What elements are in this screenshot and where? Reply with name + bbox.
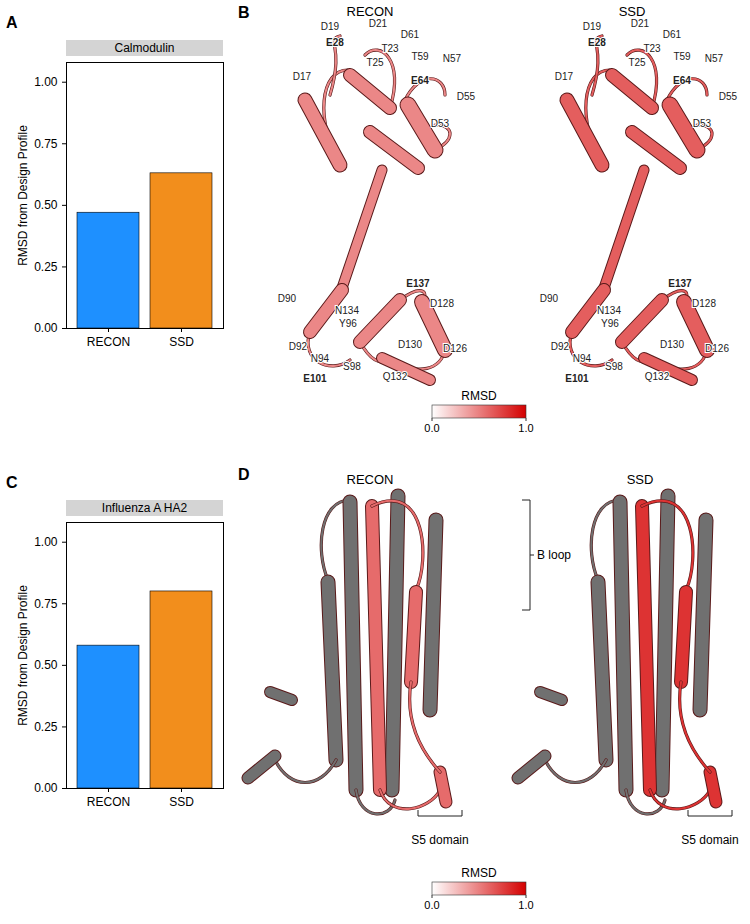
svg-text:D92: D92 [289,341,308,352]
svg-text:T59: T59 [673,51,691,62]
svg-text:D92: D92 [551,341,570,352]
svg-text:0.0: 0.0 [424,422,439,434]
svg-text:N57: N57 [705,53,724,64]
svg-text:N57: N57 [443,53,462,64]
svg-text:SSD: SSD [619,4,646,19]
svg-text:SSD: SSD [169,335,194,349]
svg-text:SSD: SSD [169,795,194,809]
svg-text:D126: D126 [705,343,729,354]
svg-text:1.0: 1.0 [518,422,533,434]
html-text:C: C [6,474,18,491]
svg-text:0.00: 0.00 [34,781,58,795]
svg-text:D55: D55 [457,91,476,102]
svg-text:E101: E101 [565,373,589,384]
svg-text:Q132: Q132 [645,371,670,382]
svg-text:N134: N134 [597,305,621,316]
svg-text:D53: D53 [693,118,712,129]
svg-text:D17: D17 [293,71,312,82]
svg-text:D90: D90 [278,293,297,304]
svg-text:D128: D128 [692,298,716,309]
svg-text:D126: D126 [443,343,467,354]
svg-text:D61: D61 [401,29,420,40]
svg-text:T59: T59 [411,51,429,62]
svg-text:SSD: SSD [627,472,654,487]
html-text:Influenza A HA2: Influenza A HA2 [101,501,188,515]
svg-text:T23: T23 [381,43,399,54]
svg-text:D55: D55 [719,91,738,102]
svg-text:D19: D19 [321,21,340,32]
html-text:D: D [238,466,250,483]
svg-text:T23: T23 [643,43,661,54]
svg-text:Q132: Q132 [383,371,408,382]
svg-text:E101: E101 [303,373,327,384]
svg-text:RMSD: RMSD [461,389,497,403]
svg-text:RMSD: RMSD [461,866,497,880]
svg-text:Y96: Y96 [601,318,619,329]
svg-text:N94: N94 [311,353,330,364]
svg-text:T25: T25 [366,57,384,68]
svg-text:N134: N134 [335,305,359,316]
svg-text:S98: S98 [343,361,361,372]
svg-text:1.00: 1.00 [34,535,58,549]
svg-text:D130: D130 [660,339,684,350]
svg-text:RMSD from Design Profile: RMSD from Design Profile [16,585,30,726]
svg-text:RECON: RECON [347,472,394,487]
svg-text:E137: E137 [406,278,430,289]
svg-text:0.75: 0.75 [34,597,58,611]
svg-text:D19: D19 [583,21,602,32]
html-text:A: A [6,14,18,31]
svg-text:0.75: 0.75 [34,137,58,151]
svg-text:N94: N94 [573,353,592,364]
svg-text:RECON: RECON [87,795,130,809]
svg-text:E28: E28 [588,37,606,48]
svg-text:E137: E137 [668,278,692,289]
html-text:Calmodulin: Calmodulin [114,41,175,55]
svg-text:0.25: 0.25 [34,720,58,734]
svg-text:T25: T25 [628,57,646,68]
svg-text:1.0: 1.0 [518,899,533,911]
svg-text:B loop: B loop [537,548,571,562]
svg-text:1.00: 1.00 [34,75,58,89]
svg-text:D61: D61 [663,29,682,40]
svg-text:D21: D21 [369,18,388,29]
html-text:B: B [238,4,250,21]
svg-text:RECON: RECON [87,335,130,349]
svg-text:D21: D21 [631,18,650,29]
svg-text:0.25: 0.25 [34,260,58,274]
svg-text:D128: D128 [430,298,454,309]
svg-text:D130: D130 [398,339,422,350]
svg-text:D17: D17 [555,71,574,82]
svg-text:RMSD from Design Profile: RMSD from Design Profile [16,125,30,266]
svg-text:S5 domain: S5 domain [411,833,468,847]
svg-text:RECON: RECON [347,4,394,19]
svg-text:S98: S98 [605,361,623,372]
svg-text:0.0: 0.0 [424,899,439,911]
svg-text:E64: E64 [673,75,691,86]
svg-text:0.50: 0.50 [34,658,58,672]
svg-text:0.00: 0.00 [34,321,58,335]
svg-text:E28: E28 [326,37,344,48]
svg-text:E64: E64 [411,75,429,86]
svg-text:Y96: Y96 [339,318,357,329]
svg-text:S5 domain: S5 domain [681,833,738,847]
svg-text:0.50: 0.50 [34,198,58,212]
svg-text:D53: D53 [431,118,450,129]
svg-text:D90: D90 [540,293,559,304]
